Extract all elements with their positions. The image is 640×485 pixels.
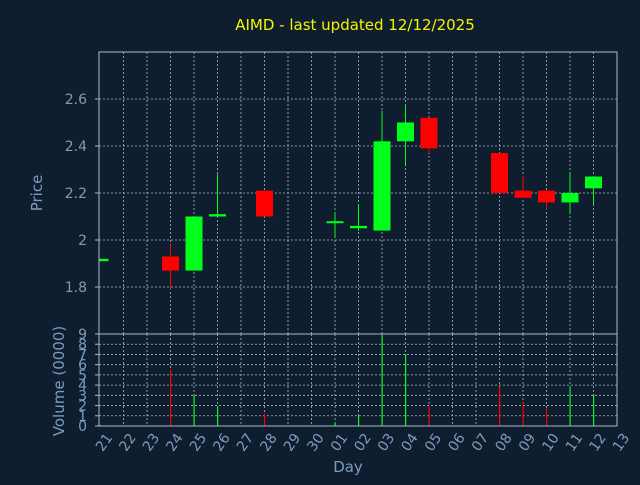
candle-09 [514, 176, 532, 198]
volume-y-tick-label: 5 [78, 368, 87, 384]
volume-panel-frame [98, 333, 618, 427]
price-y-tick-label: 2.4 [65, 139, 87, 155]
candle-body [185, 216, 203, 271]
volume-bar-09 [522, 402, 524, 426]
volume-bar-01 [334, 422, 336, 426]
volume-y-tick-label: 8 [78, 337, 87, 353]
candle-body [397, 122, 414, 142]
x-tick-labels: 21 22 23 24 25 26 27 28 29 30 01 02 03 04 05 06 07 08 09 10… [93, 431, 633, 455]
candle-body [420, 117, 438, 149]
volume-bar-03 [381, 334, 383, 426]
candle-24 [162, 244, 179, 290]
candle-28 [256, 190, 273, 217]
volume-y-tick-label: 4 [78, 378, 87, 394]
price-y-tick-label: 2.2 [65, 186, 87, 202]
candle-body [561, 193, 579, 203]
volume-y-axis-label: Volume (0000) [50, 326, 68, 436]
candle-body [326, 221, 344, 224]
volume-bar-26 [217, 406, 219, 426]
volume-bar-04 [405, 354, 407, 426]
candle-26 [209, 174, 226, 217]
candle-08 [491, 153, 508, 193]
candle-body [209, 214, 226, 217]
price-y-tick-label: 2 [78, 233, 87, 249]
volume-bar-02 [358, 415, 360, 426]
volume-bar-25 [193, 395, 195, 426]
candle-04 [397, 106, 414, 165]
volume-bar-11 [569, 387, 571, 426]
volume-bar-10 [546, 408, 548, 426]
candle-05 [420, 117, 438, 154]
volume-bar-12 [593, 395, 595, 426]
candle-body [256, 190, 273, 217]
candle-body [491, 153, 508, 193]
price-y-tick-label: 2.6 [65, 92, 87, 108]
volume-bar-24 [170, 369, 172, 426]
candle-11 [561, 171, 579, 215]
price-y-axis-label: Price [28, 175, 46, 212]
volume-y-tick-label: 6 [78, 358, 87, 374]
x-axis-label: Day [333, 458, 363, 476]
volume-bars [99, 334, 595, 426]
candle-02 [350, 204, 367, 231]
candle-body [514, 190, 532, 198]
candle-body [538, 190, 555, 203]
volume-y-tick-label: 7 [78, 347, 87, 363]
price-y-tick-label: 1.8 [65, 280, 87, 296]
volume-y-tick-label: 3 [78, 388, 87, 404]
chart-title: AIMD - last updated 12/12/2025 [235, 16, 475, 34]
candle-body [585, 176, 602, 189]
volume-y-tick-label: 0 [78, 419, 87, 435]
volume-bar-08 [499, 387, 501, 426]
candle-25 [185, 216, 203, 271]
volume-bar-05 [428, 405, 430, 426]
candle-body [100, 258, 109, 262]
price-candles [99, 106, 602, 290]
candle-body [162, 256, 179, 271]
price-y-tick-labels: 1.8 2 2.2 2.4 2.6 [65, 92, 99, 296]
candle-12 [585, 176, 602, 205]
candle-21 [99, 258, 109, 262]
candle-body [350, 225, 367, 229]
candle-10 [538, 190, 555, 210]
candle-body [373, 141, 391, 231]
volume-bar-28 [264, 413, 266, 426]
candle-01 [326, 211, 344, 238]
volume-y-tick-label: 9 [78, 327, 87, 343]
volume-y-tick-label: 2 [78, 399, 87, 415]
volume-bar-21 [99, 424, 101, 426]
volume-y-tick-label: 1 [78, 409, 87, 425]
candle-03 [373, 110, 391, 231]
